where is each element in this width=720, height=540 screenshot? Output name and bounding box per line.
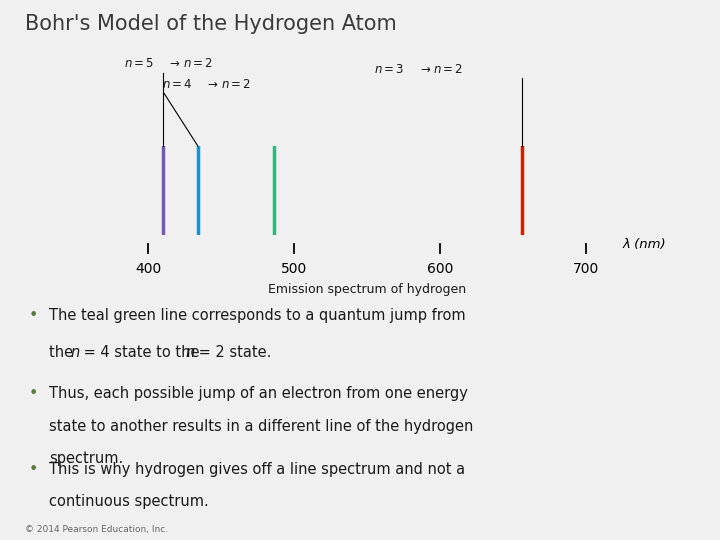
Text: = 4 state to the: = 4 state to the	[79, 345, 204, 360]
Text: $n = 5$: $n = 5$	[124, 57, 154, 70]
Text: This is why hydrogen gives off a line spectrum and not a: This is why hydrogen gives off a line sp…	[49, 462, 465, 477]
Text: $\rightarrow$: $\rightarrow$	[205, 78, 219, 91]
Text: $\rightarrow$: $\rightarrow$	[418, 63, 431, 76]
Text: Thus, each possible jump of an electron from one energy: Thus, each possible jump of an electron …	[49, 386, 468, 401]
Text: $n = 4$: $n = 4$	[162, 78, 193, 91]
Text: Bohr's Model of the Hydrogen Atom: Bohr's Model of the Hydrogen Atom	[25, 14, 397, 33]
Text: $n = 2$: $n = 2$	[183, 57, 213, 70]
Text: •: •	[29, 386, 38, 401]
Text: 600: 600	[427, 262, 454, 276]
Text: $n = 2$: $n = 2$	[221, 78, 251, 91]
Text: continuous spectrum.: continuous spectrum.	[49, 494, 209, 509]
Text: $n = 2$: $n = 2$	[433, 63, 464, 76]
Text: •: •	[29, 462, 38, 477]
Text: The teal green line corresponds to a quantum jump from: The teal green line corresponds to a qua…	[49, 308, 466, 323]
Text: = 2 state.: = 2 state.	[194, 345, 271, 360]
Text: Emission spectrum of hydrogen: Emission spectrum of hydrogen	[268, 283, 467, 296]
Text: state to another results in a different line of the hydrogen: state to another results in a different …	[49, 418, 473, 434]
Text: 400: 400	[135, 262, 161, 276]
Text: 700: 700	[573, 262, 600, 276]
Text: λ (nm): λ (nm)	[623, 238, 667, 251]
Text: 500: 500	[281, 262, 307, 276]
Text: n: n	[186, 345, 195, 360]
Text: n: n	[71, 345, 80, 360]
Text: •: •	[29, 308, 38, 323]
Text: © 2014 Pearson Education, Inc.: © 2014 Pearson Education, Inc.	[25, 524, 168, 534]
Text: spectrum.: spectrum.	[49, 451, 123, 466]
Text: the: the	[49, 345, 78, 360]
Text: $\rightarrow$: $\rightarrow$	[167, 57, 181, 70]
Text: $n = 3$: $n = 3$	[374, 63, 405, 76]
